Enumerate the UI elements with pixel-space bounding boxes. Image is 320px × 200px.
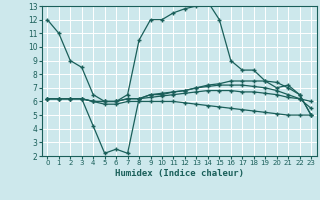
X-axis label: Humidex (Indice chaleur): Humidex (Indice chaleur) (115, 169, 244, 178)
